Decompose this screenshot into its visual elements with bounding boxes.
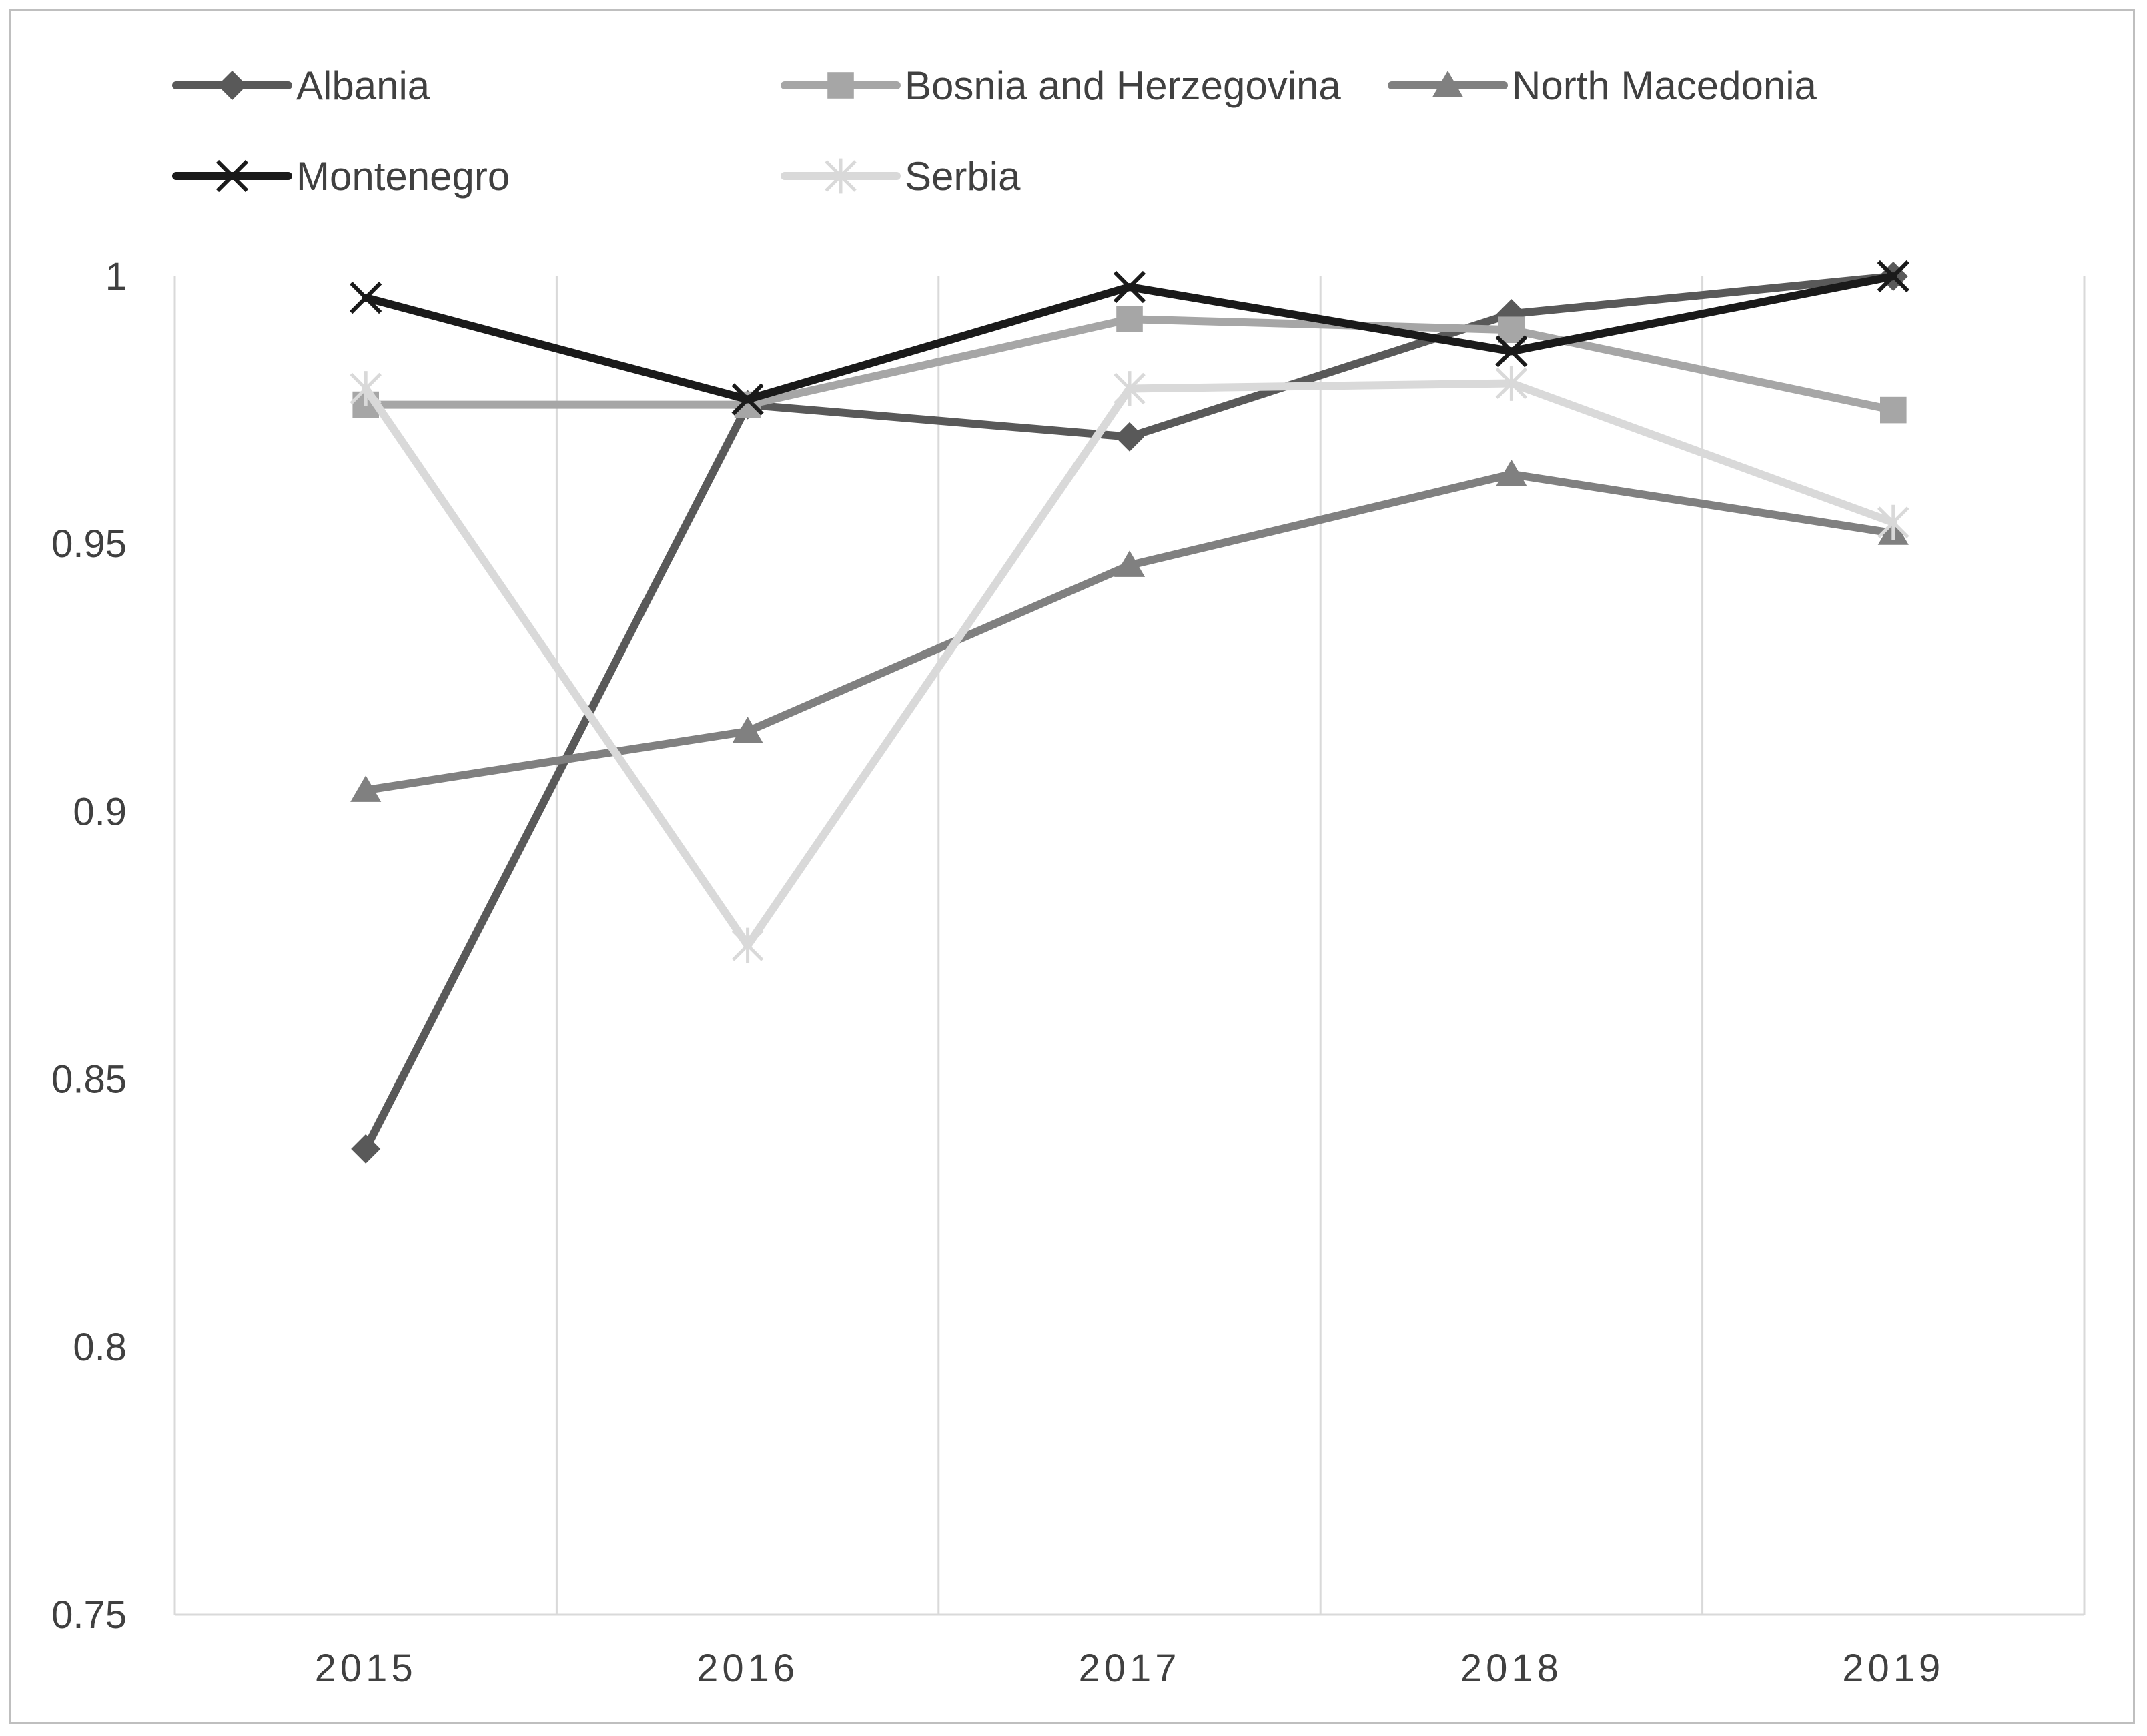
legend: Albania Bosnia and Herzegovina North Maced… [172, 63, 1817, 199]
data-point-diamond [218, 71, 247, 100]
marker-stroke [1113, 270, 1146, 304]
data-point-star [350, 371, 382, 406]
y-tick-label: 0.9 [73, 790, 127, 833]
data-point-x [731, 383, 764, 416]
y-tick-label: 0.85 [51, 1058, 127, 1102]
legend-label: Albania [296, 63, 430, 108]
legend-item: Serbia [781, 154, 1021, 199]
legend-label: Serbia [905, 154, 1021, 199]
x-tick-label: 2017 [1078, 1647, 1180, 1690]
legend-label: North Macedonia [1512, 63, 1817, 108]
y-tick-label: 0.95 [51, 522, 127, 566]
legend-label: Bosnia and Herzegovina [905, 63, 1341, 108]
marker-stroke [1877, 260, 1909, 293]
y-tick-label: 1 [105, 255, 127, 298]
series-serbia [350, 366, 1909, 963]
data-point-x [1877, 260, 1909, 293]
data-point-triangle [1496, 459, 1527, 486]
gridlines [173, 276, 2086, 1616]
legend-item: North Macedonia [1388, 63, 1817, 108]
x-tick-label: 2015 [315, 1647, 417, 1690]
x-tick-label: 2016 [697, 1647, 799, 1690]
data-point-diamond [1115, 422, 1144, 452]
data-point-triangle [1114, 550, 1146, 577]
data-point-star [1877, 504, 1909, 540]
data-point-star [1114, 371, 1146, 406]
data-point-triangle [1432, 71, 1464, 97]
marker-stroke [350, 281, 382, 314]
axes: 0.75 0.8 0.85 0.9 0.95 1 2015 2016 2017 2018 2019 [51, 255, 1944, 1690]
data-point-diamond [351, 1134, 381, 1164]
series-group [350, 260, 1909, 1164]
data-point-x [1113, 270, 1146, 304]
legend-item: Albania [172, 63, 430, 108]
data-point-star [731, 927, 764, 963]
legend-item: Bosnia and Herzegovina [781, 63, 1341, 108]
series-line [362, 379, 1897, 949]
marker-stroke [1495, 335, 1528, 368]
legend-item: Montenegro [172, 154, 510, 199]
y-tick-label: 0.75 [51, 1593, 127, 1637]
data-point-square [1116, 306, 1143, 332]
data-point-star [825, 158, 857, 194]
data-point-square [827, 72, 854, 99]
data-point-x [1495, 335, 1528, 368]
x-tick-label: 2018 [1460, 1647, 1563, 1690]
data-point-x [350, 281, 382, 314]
data-point-square [1498, 316, 1525, 344]
marker-stroke [731, 383, 764, 416]
y-tick-label: 0.8 [73, 1326, 127, 1369]
series-north-macedonia [350, 459, 1909, 802]
data-point-triangle [350, 775, 382, 802]
marker-stroke [216, 159, 249, 193]
data-point-triangle [732, 717, 763, 743]
series-montenegro [350, 260, 1909, 416]
data-point-square [1880, 396, 1907, 424]
series-line [362, 470, 1897, 795]
x-tick-label: 2019 [1842, 1647, 1944, 1690]
legend-label: Montenegro [296, 154, 510, 199]
data-point-star [1495, 366, 1528, 401]
data-point-x [216, 159, 249, 193]
